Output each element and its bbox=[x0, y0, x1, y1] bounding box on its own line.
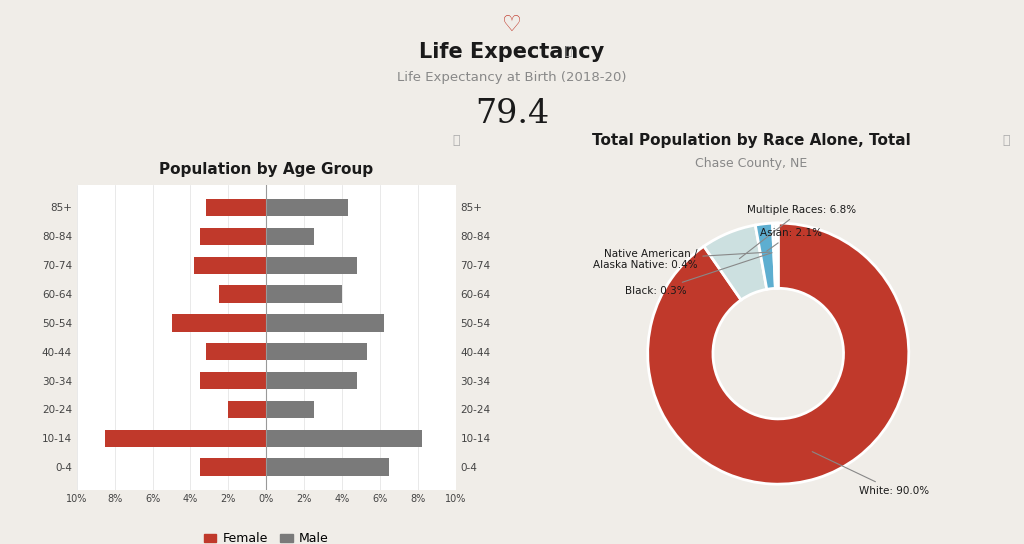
Bar bbox=[266, 343, 367, 360]
Wedge shape bbox=[756, 223, 775, 289]
Bar bbox=[206, 343, 266, 360]
Text: Total Population by Race Alone, Total: Total Population by Race Alone, Total bbox=[592, 133, 911, 148]
Bar bbox=[105, 430, 266, 447]
Text: Life Expectancy at Birth (2018-20): Life Expectancy at Birth (2018-20) bbox=[397, 71, 627, 84]
Bar bbox=[200, 227, 266, 245]
Text: Asian: 2.1%: Asian: 2.1% bbox=[760, 228, 822, 251]
Bar bbox=[266, 372, 357, 389]
Text: ⓘ: ⓘ bbox=[452, 134, 460, 147]
Bar bbox=[266, 227, 313, 245]
Text: White: 90.0%: White: 90.0% bbox=[812, 452, 930, 496]
Text: 79.4: 79.4 bbox=[475, 98, 549, 130]
Text: ⓘ: ⓘ bbox=[564, 45, 572, 58]
Bar bbox=[219, 286, 266, 302]
Text: ♡: ♡ bbox=[502, 15, 522, 34]
Text: Chase County, NE: Chase County, NE bbox=[695, 157, 808, 170]
Text: Multiple Races: 6.8%: Multiple Races: 6.8% bbox=[739, 205, 856, 259]
Bar bbox=[266, 257, 357, 274]
Text: Life Expectancy: Life Expectancy bbox=[420, 42, 604, 61]
Bar bbox=[266, 401, 313, 418]
Bar bbox=[200, 372, 266, 389]
Wedge shape bbox=[648, 223, 908, 484]
Wedge shape bbox=[776, 223, 778, 288]
Wedge shape bbox=[703, 225, 767, 300]
Bar bbox=[266, 459, 389, 476]
Bar bbox=[206, 199, 266, 216]
Text: Black: 0.3%: Black: 0.3% bbox=[626, 253, 772, 296]
Bar bbox=[195, 257, 266, 274]
Text: Native American /
Alaska Native: 0.4%: Native American / Alaska Native: 0.4% bbox=[593, 249, 770, 270]
Wedge shape bbox=[772, 223, 777, 288]
Bar bbox=[200, 459, 266, 476]
Legend: Female, Male: Female, Male bbox=[199, 527, 334, 544]
Bar bbox=[266, 430, 422, 447]
Title: Population by Age Group: Population by Age Group bbox=[159, 162, 374, 177]
Bar bbox=[228, 401, 266, 418]
Bar bbox=[172, 314, 266, 331]
Bar bbox=[266, 314, 384, 331]
Bar bbox=[266, 199, 348, 216]
Bar bbox=[266, 286, 342, 302]
Text: ⓘ: ⓘ bbox=[1002, 134, 1011, 147]
